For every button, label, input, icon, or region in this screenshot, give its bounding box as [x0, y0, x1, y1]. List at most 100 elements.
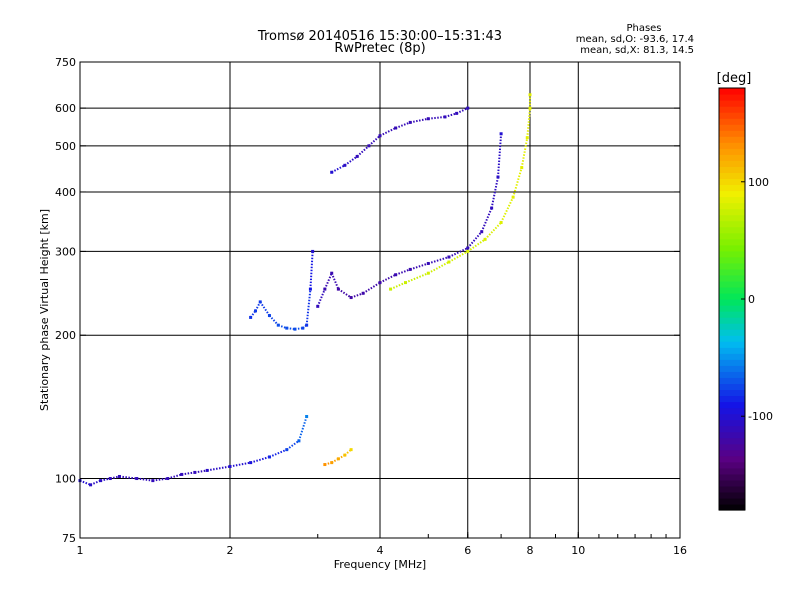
colorbar-segment [719, 136, 745, 143]
y-tick-label: 75 [62, 532, 76, 545]
y-tick-label: 600 [55, 102, 76, 115]
colorbar-segment [719, 112, 745, 119]
colorbar-segment [719, 250, 745, 258]
colorbar-segment [719, 455, 745, 463]
data-segment [181, 471, 195, 476]
y-tick-label: 400 [55, 186, 76, 199]
colorbar-segment [719, 449, 745, 457]
data-segment [526, 108, 531, 138]
data-points [78, 93, 532, 487]
data-segment [395, 268, 411, 276]
data-point [394, 126, 398, 130]
data-segment [152, 477, 168, 482]
data-segment [324, 461, 332, 466]
colorbar-segment [719, 371, 745, 378]
x-axis-ticks: 1 2 4 6 8 10 16 [77, 532, 687, 557]
colorbar-segment [719, 413, 745, 421]
colorbar-segment [719, 341, 745, 348]
colorbar-segment [719, 335, 745, 342]
x-tick-label: 6 [464, 544, 471, 557]
colorbar-segment [719, 202, 745, 210]
x-tick-label: 1 [77, 544, 84, 557]
colorbar-segment [719, 431, 745, 439]
colorbar-segment [719, 479, 745, 487]
colorbar-segment [719, 305, 745, 312]
data-segment [356, 145, 370, 158]
colorbar-segment [719, 262, 745, 270]
colorbar-segment [719, 214, 745, 222]
colorbar-segment [719, 407, 745, 415]
y-tick-label: 200 [55, 329, 76, 342]
colorbar-segment [719, 88, 745, 95]
data-point [499, 132, 503, 136]
data-segment [466, 231, 483, 249]
data-segment [379, 273, 397, 284]
colorbar-segment [719, 359, 745, 366]
x-tick-label: 4 [377, 544, 384, 557]
colorbar-segment [719, 100, 745, 107]
data-segment [250, 455, 270, 464]
data-segment [362, 281, 381, 295]
colorbar-segment [719, 347, 745, 354]
colorbar-segment [719, 280, 745, 288]
x-tick-label: 10 [571, 544, 585, 557]
y-axis-ticks: 75 100 200 300 400 500 600 750 [55, 56, 680, 545]
colorbar-segment [719, 395, 745, 403]
chart-subtitle: RwPretec (8p) [334, 41, 425, 56]
colorbar-tick-label: 100 [748, 176, 769, 189]
data-segment [323, 272, 333, 290]
colorbar-segment [719, 443, 745, 451]
colorbar-segment [719, 497, 745, 505]
colorbar-segment [719, 184, 745, 192]
colorbar-segment [719, 461, 745, 469]
data-segment [427, 256, 450, 265]
data-segment [409, 262, 429, 271]
colorbar: 100 0 -100 [718, 87, 773, 511]
data-segment [337, 288, 352, 299]
x-tick-label: 8 [527, 544, 534, 557]
colorbar-segment [719, 383, 745, 391]
grid-lines [80, 62, 680, 538]
colorbar-segment [719, 317, 745, 324]
colorbar-segment [719, 172, 745, 180]
data-segment [259, 301, 271, 317]
data-segment [490, 176, 499, 209]
x-tick-label: 16 [673, 544, 687, 557]
data-segment [444, 112, 457, 118]
colorbar-segment [719, 238, 745, 246]
data-segment [330, 272, 340, 290]
data-segment [305, 289, 312, 326]
phase-stats-x: mean, sd,X: 81.3, 14.5 [580, 45, 694, 56]
phase-stats-heading: Phases [626, 23, 661, 34]
y-axis-label: Stationary phase Virtual Height [km] [38, 209, 51, 411]
data-segment [90, 479, 102, 486]
data-segment [79, 479, 91, 486]
data-segment [520, 137, 529, 168]
colorbar-segment [719, 503, 745, 511]
colorbar-segment [719, 419, 745, 427]
colorbar-segment [719, 485, 745, 493]
data-point [305, 414, 309, 418]
colorbar-segment [719, 299, 745, 306]
data-segment [448, 250, 469, 263]
colorbar-segment [719, 473, 745, 481]
colorbar-segment [719, 94, 745, 101]
colorbar-segment [719, 365, 745, 372]
colorbar-segment [719, 292, 745, 300]
colorbar-segment [719, 148, 745, 155]
data-segment [500, 196, 515, 223]
data-segment [484, 221, 502, 241]
colorbar-segment [719, 437, 745, 445]
colorbar-segment [719, 286, 745, 294]
colorbar-segment [719, 142, 745, 149]
data-segment [269, 448, 288, 458]
colorbar-segment [719, 208, 745, 216]
x-tick-label: 2 [227, 544, 234, 557]
data-segment [467, 238, 486, 253]
colorbar-tick-label: -100 [748, 410, 773, 423]
data-segment [368, 134, 381, 147]
colorbar-segment [719, 467, 745, 475]
colorbar-segment [719, 118, 745, 125]
data-segment [316, 288, 326, 307]
